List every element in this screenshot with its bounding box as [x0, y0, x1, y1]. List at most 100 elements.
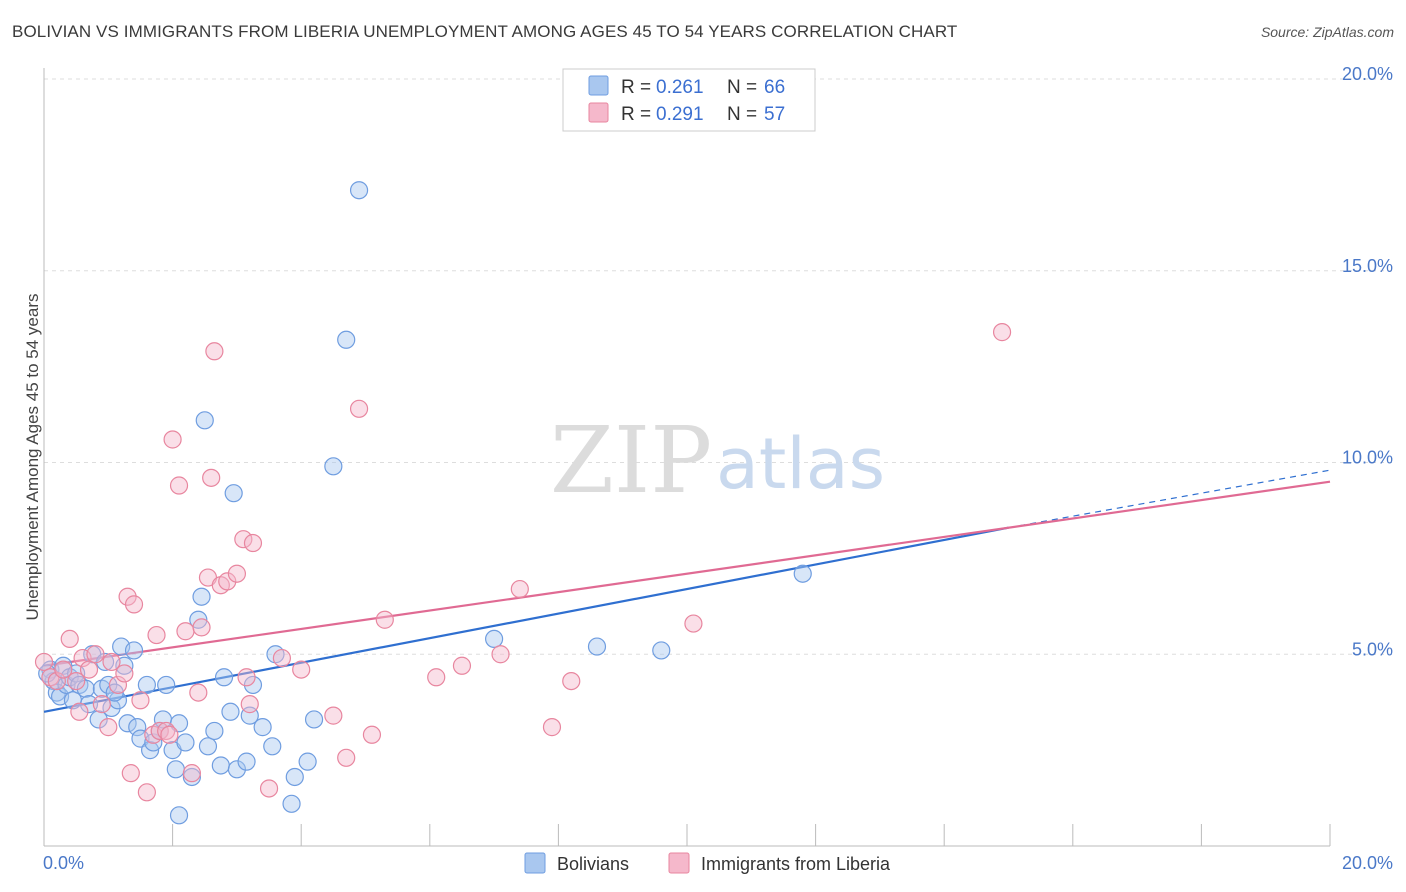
liberia-point-43	[337, 748, 356, 767]
chart-title: BOLIVIAN VS IMMIGRANTS FROM LIBERIA UNEM…	[12, 22, 958, 41]
liberia-point-8	[86, 645, 105, 664]
liberia-point-20	[147, 625, 166, 645]
liberia-point-4	[60, 629, 79, 649]
bolivians-point-60	[587, 637, 607, 656]
liberia-point-42	[324, 706, 343, 725]
y-tick-label-3: 20.0%	[1342, 64, 1393, 84]
bolivians-point-25	[137, 675, 156, 695]
series-legend: Bolivians Immigrants from Liberia	[524, 852, 891, 874]
liberia-point-51	[542, 718, 562, 737]
bolivians-point-37	[192, 587, 211, 606]
watermark-zip: ZIP	[550, 407, 712, 514]
liberia-point-56	[160, 725, 179, 744]
liberia-point-0	[34, 652, 54, 672]
bolivians-point-15	[95, 652, 115, 672]
y-axis-label: Unemployment Among Ages 45 to 54 years	[23, 294, 42, 621]
liberia-point-2	[47, 671, 66, 691]
bottom-legend-swatch-liberia	[668, 852, 690, 874]
x-tick-labels: 0.0% 20.0%	[43, 853, 1393, 873]
bolivians-point-22	[124, 641, 144, 660]
legend-n-value-bolivians: 66	[764, 77, 785, 98]
liberia-point-25	[176, 622, 195, 641]
liberia-point-45	[362, 725, 382, 744]
bolivians-point-44	[224, 484, 243, 503]
liberia-point-21	[150, 721, 169, 741]
liberia-point-37	[240, 695, 259, 714]
bolivians-point-57	[337, 330, 356, 349]
liberia-point-27	[189, 683, 208, 702]
liberia-point-13	[115, 664, 134, 683]
legend-swatch-bolivians	[588, 75, 609, 96]
bolivians-point-58	[349, 181, 369, 200]
legend-r-value-bolivians: 0.261	[656, 77, 704, 98]
liberia-point-46	[375, 610, 394, 629]
trend-lines	[43, 469, 1331, 713]
liberia-point-11	[102, 652, 121, 672]
legend-r-label-liberia: R =	[621, 104, 651, 125]
bolivians-point-10	[76, 679, 95, 698]
data-points	[34, 181, 1012, 825]
bolivians-point-34	[176, 733, 195, 752]
liberia-point-9	[92, 695, 111, 714]
bolivians-point-49	[253, 718, 272, 737]
liberia-point-28	[192, 618, 211, 637]
liberia-point-50	[510, 579, 529, 599]
bolivians-point-27	[144, 733, 163, 752]
x-tick-label-0: 0.0%	[43, 853, 84, 873]
liberia-point-36	[237, 668, 256, 687]
bolivians-point-38	[195, 411, 214, 430]
y-tick-label-2: 15.0%	[1342, 256, 1393, 276]
y-tick-labels: 5.0% 10.0% 15.0% 20.0%	[1342, 64, 1393, 659]
legend-n-label-bolivians: N =	[727, 77, 757, 98]
bolivians-point-42	[214, 668, 234, 687]
bolivians-point-59	[485, 629, 504, 649]
bolivians-point-40	[205, 721, 224, 741]
liberia-point-41	[292, 660, 311, 679]
bolivians-point-55	[304, 710, 324, 729]
bolivians-point-53	[285, 767, 304, 787]
liberia-point-52	[562, 671, 581, 691]
source-label: Source: ZipAtlas.com	[1260, 24, 1394, 40]
liberia-point-18	[137, 783, 156, 802]
bolivians-point-54	[298, 752, 317, 771]
grid-lines	[44, 78, 1392, 655]
correlation-legend: R = 0.261 N = 66 R = 0.291 N = 57	[562, 68, 816, 132]
liberia-point-35	[234, 530, 253, 549]
liberia-point-16	[124, 595, 144, 614]
liberia-point-38	[243, 533, 263, 553]
bolivians-point-21	[118, 714, 137, 733]
bolivians-point-35	[182, 767, 201, 787]
bolivians-point-11	[79, 695, 99, 714]
liberia-point-23	[163, 430, 182, 449]
liberia-point-48	[452, 656, 472, 675]
bottom-legend-swatch-bolivians	[524, 852, 546, 874]
y-tick-label-1: 10.0%	[1342, 448, 1393, 468]
bolivians-point-39	[198, 737, 218, 756]
bolivians-point-13	[89, 710, 108, 729]
liberia-point-5	[67, 671, 86, 691]
liberia-point-47	[427, 668, 446, 687]
bolivians-point-46	[237, 752, 256, 771]
bolivians-point-45	[227, 760, 246, 779]
bolivians-point-56	[324, 457, 343, 476]
legend-r-label-bolivians: R =	[621, 77, 651, 98]
liberia-point-53	[684, 614, 703, 633]
bolivians-point-41	[211, 756, 230, 775]
bottom-legend-label-bolivians: Bolivians	[557, 854, 629, 874]
liberia-trend-line	[43, 480, 1331, 667]
legend-n-value-liberia: 57	[764, 104, 785, 125]
bolivians-point-63	[169, 806, 189, 825]
liberia-point-33	[218, 572, 237, 591]
bolivians-point-43	[221, 702, 240, 721]
axes	[43, 68, 1331, 847]
legend-swatch-liberia	[588, 102, 609, 123]
liberia-point-10	[99, 718, 118, 737]
liberia-point-40	[272, 648, 292, 668]
liberia-point-26	[182, 764, 201, 783]
legend-n-label-liberia: N =	[727, 104, 757, 125]
bolivians-point-23	[128, 718, 147, 737]
liberia-point-49	[491, 645, 510, 664]
liberia-point-12	[108, 675, 128, 695]
bolivians-point-62	[793, 564, 812, 583]
